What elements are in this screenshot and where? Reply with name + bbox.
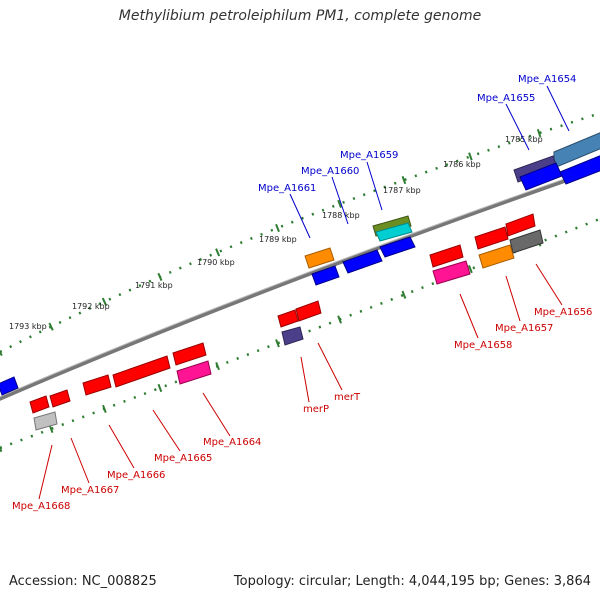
gene-reverse[interactable] [82,374,112,396]
scale-tick [536,129,542,138]
genome-backbone [0,166,600,401]
label-leaders [38,85,570,500]
gene-label-Mpe_A1661[interactable]: Mpe_A1661 [258,183,316,194]
gene-label-Mpe_A1660[interactable]: Mpe_A1660 [301,166,359,177]
gene-reverse[interactable] [176,360,212,385]
scale-tick [0,349,3,357]
scale-tick [337,315,342,324]
scale-label-1788: 1788 kbp [322,211,360,220]
gene-label-Mpe_A1656[interactable]: Mpe_A1656 [534,307,592,318]
scale-tick [275,223,280,233]
gene-reverse[interactable] [478,244,515,269]
gene-reverse[interactable] [429,244,464,268]
scale-tick [275,339,280,348]
gene-label-merT[interactable]: merT [334,392,361,403]
gene-label-Mpe_A1659[interactable]: Mpe_A1659 [340,150,398,161]
gene-label-Mpe_A1664[interactable]: Mpe_A1664 [203,437,261,448]
gene-label-merP[interactable]: merP [303,404,329,415]
gene-label-Mpe_A1657[interactable]: Mpe_A1657 [495,323,553,334]
gene-reverse[interactable] [49,389,71,408]
accession-text: Accession: NC_008825 [9,574,157,589]
map-title: Methylibium petroleiphilum PM1, complete… [118,8,482,24]
gene-forward[interactable] [304,247,335,269]
gene-reverse[interactable] [505,213,536,237]
scale-tick [215,248,221,257]
reverse-scale-track [0,217,600,450]
scale-tick [157,272,163,281]
gene-label-Mpe_A1658[interactable]: Mpe_A1658 [454,340,512,351]
gene-label-Mpe_A1654[interactable]: Mpe_A1654 [518,74,576,85]
scale-tick [215,361,220,371]
scale-ticks [0,129,542,453]
gene-label-Mpe_A1665[interactable]: Mpe_A1665 [154,453,212,464]
gene-forward[interactable] [311,265,340,286]
scale-label-1792: 1792 kbp [72,302,110,311]
gene-label-Mpe_A1666[interactable]: Mpe_A1666 [107,470,165,481]
scale-tick [401,175,407,185]
gene-reverse[interactable] [172,342,207,366]
scale-tick [157,383,163,393]
scale-tick [468,152,473,161]
gene-reverse[interactable] [432,260,471,285]
gene-labels: Mpe_A1654 Mpe_A1655 Mpe_A1659 Mpe_A1660 … [12,74,592,512]
gene-forward[interactable] [375,222,413,242]
gene-reverse[interactable] [474,226,509,250]
gene-features [0,132,600,431]
gene-reverse[interactable] [33,411,58,431]
scale-tick [401,290,407,299]
scale-label-1790: 1790 kbp [197,258,235,267]
scale-label-1787: 1787 kbp [383,186,421,195]
scale-tick [48,322,54,331]
gene-reverse[interactable] [295,300,322,322]
scale-label-1791: 1791 kbp [135,281,173,290]
scale-tick [0,445,3,453]
gene-reverse[interactable] [277,309,299,328]
scale-tick [468,265,473,274]
gene-reverse[interactable] [29,395,50,414]
scale-label-1793: 1793 kbp [9,322,47,331]
scale-label-1786: 1786 kbp [443,160,481,169]
scale-tick [101,297,107,306]
gene-forward[interactable] [379,236,416,258]
gene-reverse[interactable] [112,355,171,388]
gene-forward[interactable] [0,376,19,396]
gene-reverse[interactable] [509,229,544,254]
gene-label-Mpe_A1667[interactable]: Mpe_A1667 [61,485,119,496]
gene-label-Mpe_A1668[interactable]: Mpe_A1668 [12,501,70,512]
genome-backbone-highlight [0,165,600,398]
gene-reverse[interactable] [281,326,304,346]
scale-tick [102,404,107,414]
gene-label-Mpe_A1655[interactable]: Mpe_A1655 [477,93,535,104]
gene-forward[interactable] [559,155,600,185]
scale-tick [337,199,342,209]
genome-stats-text: Topology: circular; Length: 4,044,195 bp… [233,574,591,589]
scale-label-1789: 1789 kbp [259,235,297,244]
gene-forward[interactable] [342,249,383,274]
